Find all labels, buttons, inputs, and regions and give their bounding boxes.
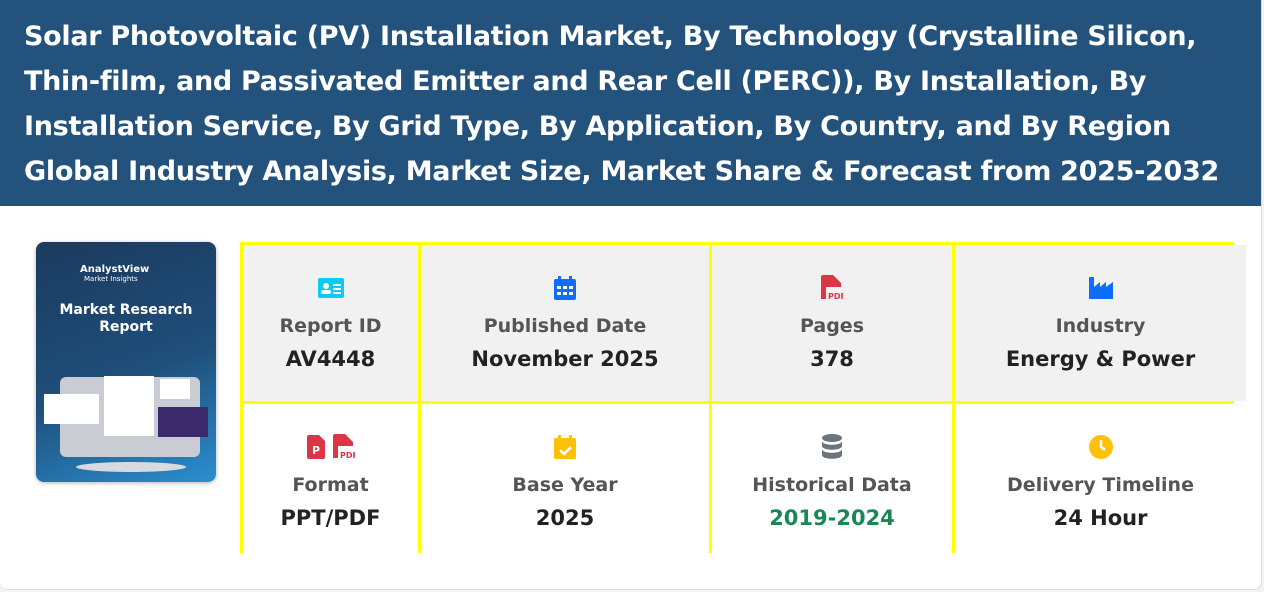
svg-text:PDF: PDF [340,451,355,460]
pdf-file-icon: PDF [821,275,843,301]
id-card-icon [317,275,344,301]
detail-base-year: Base Year 2025 [421,404,709,559]
detail-delivery-timeline: Delivery Timeline 24 Hour [955,404,1246,559]
cover-title: Market Research Report [59,302,193,335]
detail-report-id: Report ID AV4448 [243,245,418,401]
clock-icon [1088,434,1113,460]
ppt-pdf-icon: P PDF [306,433,355,460]
report-title: Solar Photovoltaic (PV) Installation Mar… [0,0,1261,206]
pdf-icon: PDF [332,433,355,460]
detail-historical-data: Historical Data 2019-2024 [712,404,952,559]
calendar-icon [554,275,576,301]
detail-industry: Industry Energy & Power [955,245,1246,401]
database-icon [821,433,843,460]
calendar-check-icon [554,434,576,460]
report-cover-image: AnalystView Market Insights Market Resear… [36,242,216,482]
ppt-icon: P [306,434,325,459]
cover-brand: AnalystView Market Insights [80,264,150,283]
detail-published-date: Published Date November 2025 [421,245,709,401]
detail-format: P PDF Format PPT/PDF [243,404,418,559]
report-details-grid: Report ID AV4448 Published Date November… [240,242,1246,559]
detail-pages: PDF Pages 378 [712,245,952,401]
svg-text:PDF: PDF [828,292,843,301]
svg-text:P: P [312,444,320,457]
industry-icon [1088,275,1113,301]
